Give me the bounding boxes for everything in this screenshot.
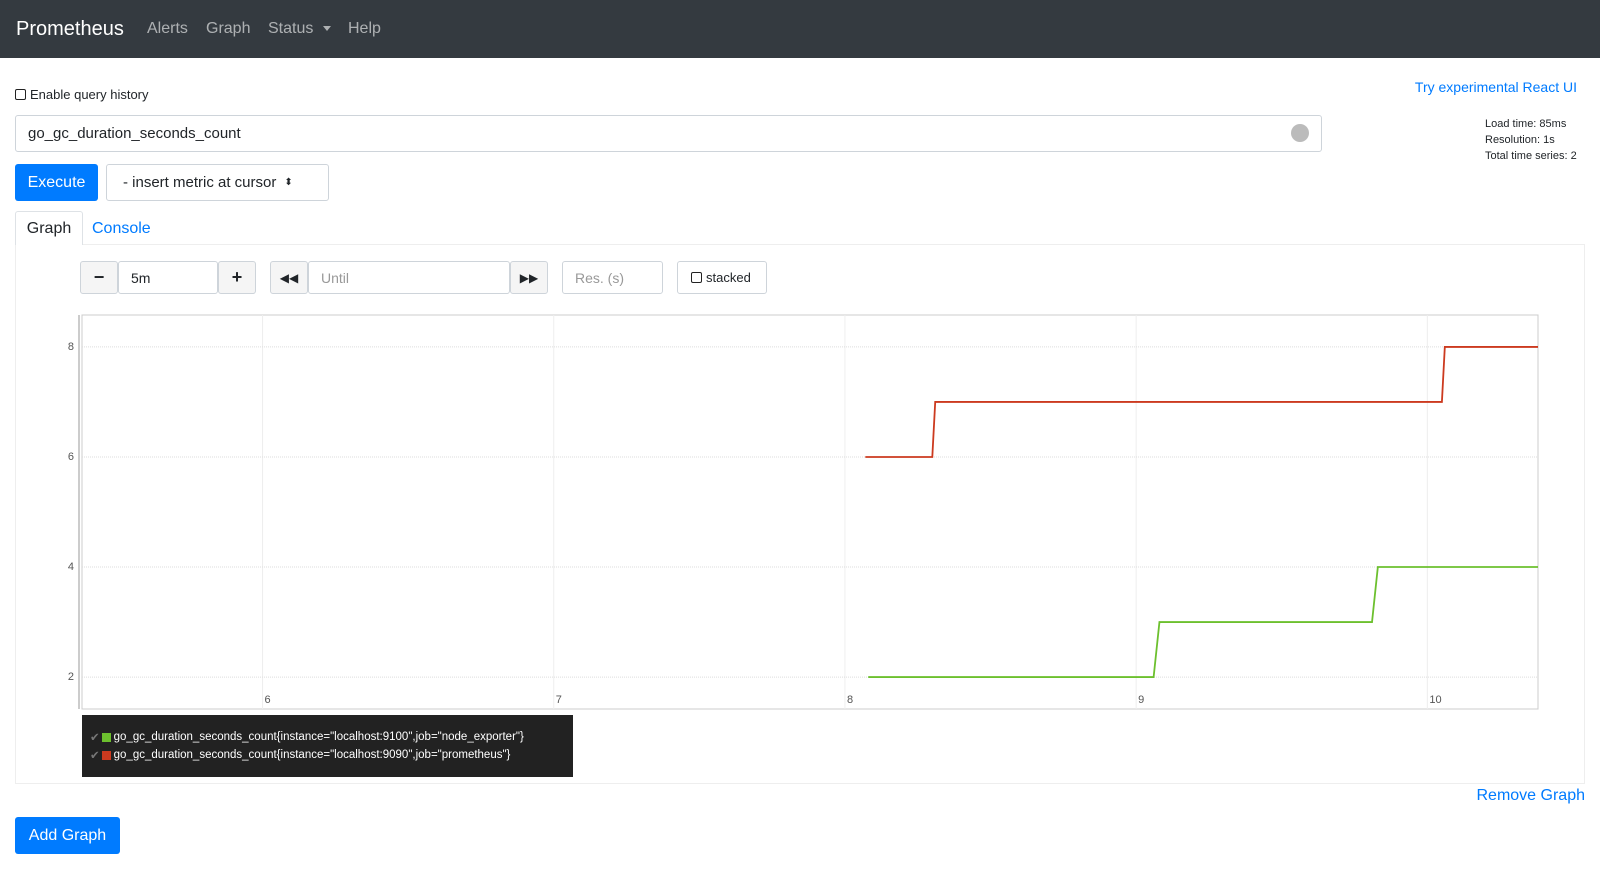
- legend-entry[interactable]: ✔ go_gc_duration_seconds_count{instance="…: [90, 728, 573, 746]
- y-tick-label: 6: [68, 451, 74, 463]
- grammarly-icon: [1291, 124, 1309, 142]
- legend-check[interactable]: ✔: [90, 750, 100, 762]
- range-plus[interactable]: +: [218, 261, 256, 294]
- y-tick-label: 4: [68, 561, 74, 573]
- x-tick-label: 10: [1429, 694, 1441, 706]
- legend-entry[interactable]: ✔ go_gc_duration_seconds_count{instance="…: [90, 746, 573, 764]
- series-line: [865, 346, 1538, 458]
- legend-swatch: [101, 750, 111, 760]
- x-tick-label: 6: [265, 694, 271, 706]
- series-line: [868, 566, 1538, 678]
- add-graph-button[interactable]: Add Graph: [15, 817, 120, 854]
- execute-button[interactable]: Execute: [15, 164, 98, 201]
- react-ui-link[interactable]: Try experimental React UI: [1414, 79, 1577, 95]
- label: - insert metric at cursor: [123, 174, 277, 191]
- nav-link[interactable]: Graph: [206, 20, 251, 37]
- placeholder: Res. (s): [575, 269, 624, 286]
- back-button[interactable]: ◀◀: [270, 261, 308, 294]
- legend-check[interactable]: ✔: [90, 732, 100, 744]
- graph-panel: [15, 244, 1585, 784]
- metric-select[interactable]: - insert metric at cursor ⬍: [106, 164, 329, 201]
- placeholder: Until: [321, 269, 350, 286]
- nav-link[interactable]: Status: [268, 20, 314, 37]
- until-input[interactable]: Until: [308, 261, 510, 294]
- select-arrows: ⬍: [284, 177, 293, 188]
- range: 5m: [131, 269, 151, 286]
- tab-active[interactable]: Graph: [15, 211, 83, 245]
- remove-graph-link[interactable]: Remove Graph: [1476, 787, 1586, 804]
- y-tick-label: 2: [68, 671, 74, 683]
- resolution-input[interactable]: Res. (s): [562, 261, 663, 294]
- label: Enable query history: [30, 87, 149, 102]
- checkbox[interactable]: [691, 272, 702, 283]
- range-minus[interactable]: −: [80, 261, 118, 294]
- legend-swatch: [101, 732, 111, 742]
- x-tick-label: 9: [1138, 694, 1144, 706]
- nav-link[interactable]: Alerts: [147, 20, 188, 37]
- legend: ✔ go_gc_duration_seconds_count{instance="…: [82, 715, 573, 777]
- stat: Resolution: 1s: [1485, 134, 1555, 146]
- range-input[interactable]: 5m: [118, 261, 218, 294]
- legend-label: go_gc_duration_seconds_count{instance="l…: [113, 749, 511, 761]
- nav-link[interactable]: Help: [348, 20, 381, 37]
- stat: Total time series: 2: [1485, 150, 1577, 162]
- plot-area: [81, 314, 1539, 710]
- checkbox[interactable]: [15, 89, 26, 100]
- dropdown-caret: [323, 26, 331, 31]
- legend-label: go_gc_duration_seconds_count{instance="l…: [113, 731, 524, 743]
- stat: Load time: 85ms: [1485, 118, 1567, 130]
- label: stacked: [706, 270, 751, 285]
- expression: go_gc_duration_seconds_count: [28, 125, 241, 142]
- navbar: Prometheus Alerts Graph Status Help: [0, 0, 1600, 58]
- brand[interactable]: Prometheus: [16, 18, 124, 40]
- forward-button[interactable]: ▶▶: [510, 261, 548, 294]
- x-tick-label: 8: [847, 694, 853, 706]
- expression-input[interactable]: go_gc_duration_seconds_count: [15, 115, 1322, 152]
- history-toggle[interactable]: Enable query history: [15, 87, 149, 102]
- x-tick-label: 7: [556, 694, 562, 706]
- stacked-toggle[interactable]: stacked: [677, 261, 767, 294]
- y-tick-label: 8: [68, 341, 74, 353]
- tab[interactable]: Console: [92, 220, 151, 237]
